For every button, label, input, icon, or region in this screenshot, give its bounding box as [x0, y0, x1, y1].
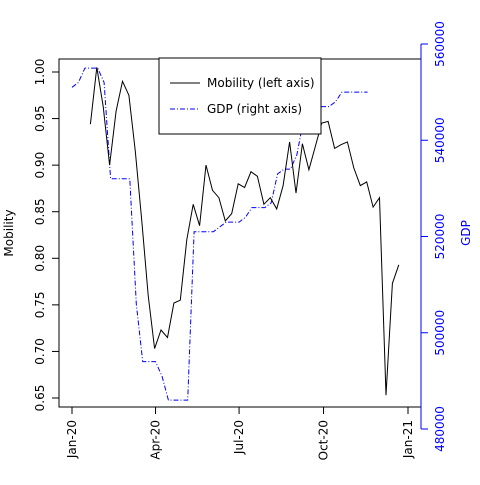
x-tick-label: Apr-20: [149, 420, 163, 460]
legend-label-mobility: Mobility (left axis): [207, 76, 315, 90]
x-tick-label: Oct-20: [317, 420, 331, 460]
y-tick-label: 0.70: [33, 338, 47, 365]
y-tick-label: 0.95: [33, 105, 47, 132]
y-right-axis-title: GDP: [459, 220, 473, 246]
x-tick-label: Jan-21: [401, 420, 415, 459]
y-tick-label: 0.85: [33, 198, 47, 225]
y-right-tick-label: 540000: [433, 117, 447, 163]
left-ticks: 0.65 0.70 0.75 0.80 0.85 0.90 0.95 1.00: [33, 59, 59, 412]
x-tick-label: Jan-20: [65, 420, 79, 459]
y-right-tick-label: 500000: [433, 310, 447, 356]
y-right-tick-label: 560000: [433, 21, 447, 67]
series-line-mobility: [89, 67, 400, 396]
right-ticks: 480000 500000 520000 540000 560000: [421, 21, 447, 452]
y-axis-title: Mobility: [2, 209, 16, 256]
y-tick-label: 0.80: [33, 245, 47, 272]
y-tick-label: 1.00: [33, 59, 47, 86]
y-tick-label: 0.90: [33, 152, 47, 179]
y-right-tick-label: 520000: [433, 214, 447, 260]
y-tick-label: 0.65: [33, 385, 47, 412]
y-right-tick-label: 480000: [433, 406, 447, 452]
legend: Mobility (left axis) GDP (right axis): [158, 57, 322, 135]
y-tick-label: 0.75: [33, 291, 47, 318]
legend-box: [158, 57, 322, 135]
x-tick-label: Jul-20: [232, 420, 246, 455]
legend-label-gdp: GDP (right axis): [207, 102, 302, 116]
x-ticks: Jan-20 Apr-20 Jul-20 Oct-20 Jan-21: [65, 407, 415, 460]
